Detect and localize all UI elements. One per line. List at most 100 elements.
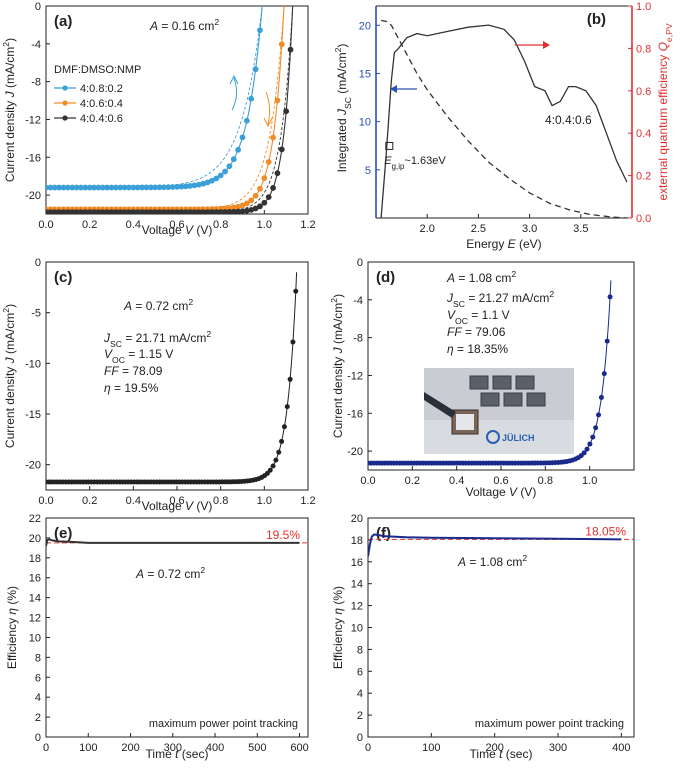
x-tick-label: 0.6 bbox=[493, 475, 508, 487]
bandgap-annotation: Eg,ip~1.63eV bbox=[384, 155, 446, 171]
data-point bbox=[235, 146, 242, 153]
y-tick-label: 0 bbox=[357, 257, 363, 269]
x-tick-label: 0.8 bbox=[213, 495, 228, 507]
x-tick-label: 0.6 bbox=[169, 219, 184, 231]
x-tick-label: 200 bbox=[121, 742, 139, 754]
x-tick-label: 0.8 bbox=[213, 219, 228, 231]
jv-curve-reverse bbox=[46, 6, 294, 213]
data-point bbox=[276, 449, 282, 455]
jsc-annotation: JSC = 21.27 mA/cm2 bbox=[446, 289, 554, 309]
y-tick-label: 22 bbox=[29, 513, 41, 525]
data-point bbox=[209, 177, 215, 184]
y-tick-label-right: 1.0 bbox=[636, 1, 651, 13]
y-axis-label-right: external quantum efficiency Qe,PV bbox=[656, 23, 674, 200]
device-cell bbox=[480, 392, 500, 407]
data-point bbox=[222, 168, 228, 175]
area-annotation: A = 0.72 cm2 bbox=[135, 565, 205, 581]
legend-label: 4:0.6:0.4 bbox=[80, 98, 123, 110]
data-point bbox=[230, 156, 237, 163]
y-axis-label: Current density J (mA/cm2) bbox=[1, 304, 17, 448]
data-point bbox=[293, 288, 299, 294]
panel-label: (b) bbox=[587, 11, 606, 28]
panel-label: (c) bbox=[54, 269, 72, 286]
y-tick-label: -8 bbox=[31, 77, 41, 89]
y-tick-label: 8 bbox=[357, 644, 363, 656]
y-axis-label: Efficiency η (%) bbox=[5, 586, 19, 669]
jsc-annotation: JSC = 21.71 mA/cm2 bbox=[103, 329, 211, 349]
arrowhead bbox=[390, 85, 397, 93]
y-tick-label: -20 bbox=[25, 190, 41, 202]
y-tick-label: 20 bbox=[351, 513, 363, 525]
data-point bbox=[281, 424, 287, 430]
legend-label: 4:0.8:0.2 bbox=[80, 83, 123, 95]
hysteresis-arrow bbox=[231, 77, 238, 111]
voc-annotation: VOC = 1.15 V bbox=[104, 347, 173, 365]
data-point bbox=[257, 185, 263, 192]
y-tick-label-right: 0.4 bbox=[636, 128, 651, 140]
y-tick-label: 8 bbox=[35, 652, 41, 664]
arrowhead bbox=[543, 41, 550, 49]
data-point bbox=[239, 134, 246, 141]
panel-c: 0.0 0.2 0.4 0.6 0.8 1.0 1.2 0 -5 -10 -15 -20 (c) A = … bbox=[25, 257, 316, 507]
y-tick-label: -4 bbox=[353, 295, 363, 307]
y-tick-label: 14 bbox=[29, 593, 41, 605]
data-point bbox=[274, 97, 281, 104]
device-cell bbox=[515, 375, 535, 390]
data-point bbox=[278, 41, 285, 48]
hysteresis-arrowhead bbox=[263, 117, 273, 128]
y-tick-label: 12 bbox=[29, 613, 41, 625]
x-axis-label: Voltage V (V) bbox=[142, 499, 213, 513]
x-axis-label: Energy E (eV) bbox=[466, 237, 541, 251]
panel-label: (d) bbox=[376, 269, 395, 286]
y-tick-label-left: 15 bbox=[359, 68, 371, 80]
data-point bbox=[598, 394, 604, 400]
composition-annotation: 4:0.4:0.6 bbox=[545, 113, 592, 127]
x-tick-label: 0.8 bbox=[538, 475, 553, 487]
y-tick-label: 2 bbox=[35, 712, 41, 724]
y-tick-label: -15 bbox=[25, 409, 41, 421]
x-tick-label: 0.6 bbox=[169, 495, 184, 507]
data-point bbox=[596, 412, 602, 418]
x-axis-label: Voltage V (V) bbox=[466, 485, 537, 499]
data-point bbox=[604, 338, 610, 344]
tweezers bbox=[424, 392, 456, 418]
y-tick-label: 0 bbox=[35, 1, 41, 13]
hysteresis-arrow bbox=[265, 91, 271, 125]
legend-label: 4:0.4:0.6 bbox=[80, 113, 123, 125]
x-tick-label: 1.0 bbox=[257, 219, 272, 231]
y-tick-label: -16 bbox=[25, 152, 41, 164]
data-point bbox=[270, 185, 276, 191]
y-tick-label: -12 bbox=[347, 370, 363, 382]
series-group bbox=[46, 6, 294, 214]
bandgap-marker bbox=[385, 141, 394, 150]
data-point bbox=[581, 450, 587, 456]
y-tick-label-right: 0.2 bbox=[636, 171, 651, 183]
device-cell bbox=[469, 375, 489, 390]
x-tick-label: 0 bbox=[43, 742, 49, 754]
plot-frame bbox=[45, 261, 309, 491]
x-tick-label: 400 bbox=[206, 742, 224, 754]
plot-frame bbox=[45, 517, 309, 738]
y-tick-label: 0 bbox=[35, 732, 41, 744]
y-tick-label-left: 20 bbox=[359, 20, 371, 32]
legend-marker bbox=[62, 100, 68, 106]
device-window bbox=[456, 414, 474, 430]
data-point bbox=[601, 371, 607, 377]
x-tick-label: 300 bbox=[164, 742, 182, 754]
device-cell bbox=[492, 375, 512, 390]
data-point bbox=[261, 175, 268, 181]
data-point bbox=[226, 163, 233, 170]
y-tick-label: 16 bbox=[351, 557, 363, 569]
y-tick-label-right: 0.8 bbox=[636, 43, 651, 55]
x-tick-label: 500 bbox=[248, 742, 266, 754]
x-tick-label: 3.0 bbox=[522, 223, 537, 235]
data-point bbox=[243, 117, 250, 124]
x-tick-label: 0.4 bbox=[449, 475, 464, 487]
y-tick-label: 14 bbox=[351, 579, 363, 591]
data-point bbox=[248, 95, 255, 102]
legend-marker bbox=[62, 85, 68, 91]
data-point bbox=[252, 192, 259, 199]
data-point bbox=[261, 199, 268, 206]
panel-label: (e) bbox=[54, 525, 72, 542]
y-axis-label: Current density J (mA/cm2) bbox=[329, 294, 345, 438]
